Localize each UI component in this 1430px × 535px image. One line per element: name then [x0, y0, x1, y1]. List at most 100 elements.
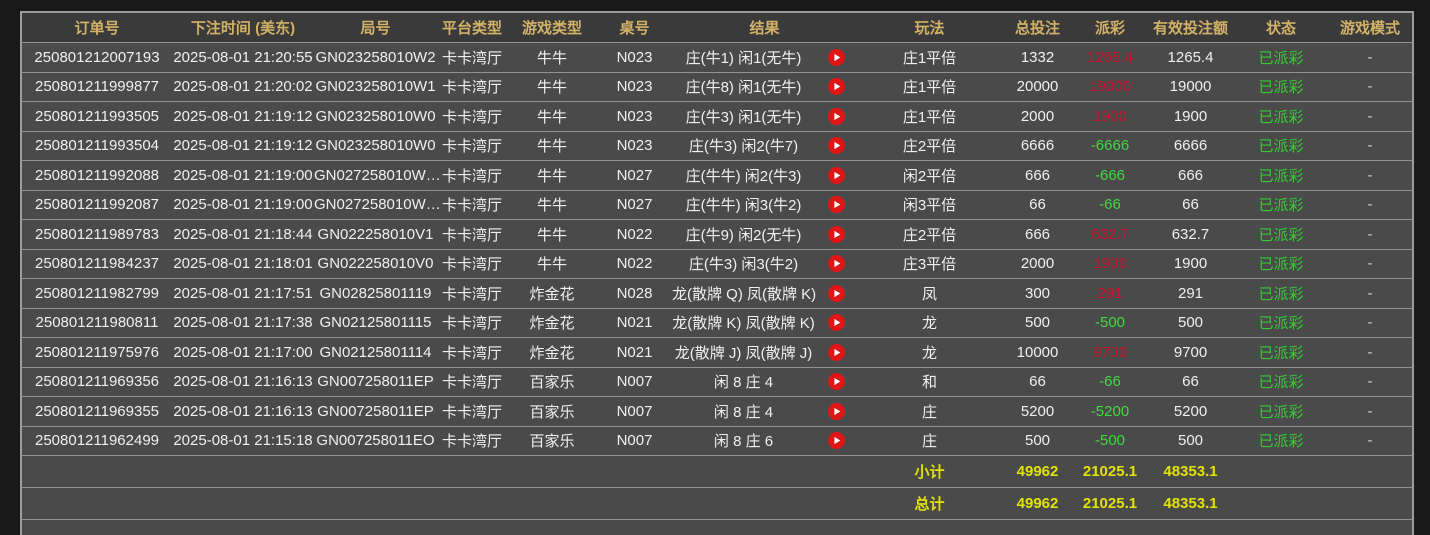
play-icon[interactable]	[827, 196, 845, 214]
cell-round-id: GN007258011EP	[317, 373, 434, 391]
cell-bet-time: 2025-08-01 21:17:38	[173, 314, 313, 332]
cell-game-type: 牛牛	[536, 256, 567, 274]
cell-game-mode: -	[1367, 432, 1373, 450]
cell-status: 已派彩	[1258, 79, 1304, 97]
cell-round-id: GN023258010W0	[315, 107, 436, 125]
col-header-order-id: 订单号	[74, 20, 120, 37]
cell-status: 已派彩	[1258, 49, 1304, 67]
cell-game-type: 牛牛	[536, 197, 567, 215]
cell-game-mode: -	[1367, 284, 1373, 302]
cell-bet-time: 2025-08-01 21:19:00	[173, 166, 313, 184]
cell-bet-time: 2025-08-01 21:15:18	[173, 432, 313, 450]
play-icon[interactable]	[827, 432, 845, 450]
cell-bet-time: 2025-08-01 21:20:02	[173, 78, 313, 96]
cell-order-id: 250801211999877	[34, 78, 160, 96]
cell-total-bet: 20000	[1016, 78, 1059, 96]
cell-result: 闲 8 庄 4	[672, 401, 857, 422]
cell-payout: -66	[1099, 196, 1121, 214]
table-row: 250801211982799 2025-08-01 21:17:51 GN02…	[22, 279, 1412, 309]
total-row: 总计 49962 21025.1 48353.1	[22, 488, 1412, 520]
cell-valid-bet: 5200	[1173, 402, 1208, 420]
cell-status: 已派彩	[1258, 315, 1304, 333]
result-text: 庄(牛1) 闲1(无牛)	[685, 49, 802, 67]
cell-play-type: 和	[921, 374, 937, 392]
play-icon[interactable]	[827, 373, 845, 391]
cell-game-mode: -	[1367, 225, 1373, 243]
col-header-payout: 派彩	[1094, 20, 1125, 37]
cell-total-bet: 666	[1024, 225, 1051, 243]
cell-payout: -500	[1094, 432, 1126, 450]
play-icon[interactable]	[827, 48, 845, 66]
cell-play-type: 庄1平倍	[902, 49, 957, 67]
cell-game-type: 百家乐	[529, 403, 575, 421]
play-icon[interactable]	[827, 255, 845, 273]
cell-payout: -66	[1099, 373, 1121, 391]
cell-order-id: 250801211984237	[34, 255, 160, 273]
col-header-game-mode: 游戏模式	[1339, 20, 1400, 37]
play-icon[interactable]	[827, 78, 845, 96]
cell-payout: 1265.4	[1087, 48, 1133, 66]
cell-platform: 卡卡湾厅	[441, 374, 502, 392]
cell-bet-time: 2025-08-01 21:17:00	[173, 343, 313, 361]
table-row: 250801211989783 2025-08-01 21:18:44 GN02…	[22, 220, 1412, 250]
cell-total-bet: 666	[1024, 166, 1051, 184]
cell-round-id: GN022258010V0	[317, 255, 434, 273]
table-row: 250801211993504 2025-08-01 21:19:12 GN02…	[22, 131, 1412, 161]
cell-play-type: 庄1平倍	[902, 108, 957, 126]
cell-payout: 1900	[1093, 107, 1127, 125]
col-header-valid-bet: 有效投注额	[1152, 20, 1228, 37]
cell-round-id: GN007258011EO	[316, 432, 435, 450]
cell-platform: 卡卡湾厅	[441, 226, 502, 244]
cell-platform: 卡卡湾厅	[441, 403, 502, 421]
cell-game-mode: -	[1367, 78, 1373, 96]
cell-table-no: N021	[616, 343, 653, 361]
cell-valid-bet: 66	[1182, 196, 1199, 214]
cell-status: 已派彩	[1258, 108, 1304, 126]
cell-game-type: 炸金花	[529, 344, 575, 362]
play-icon[interactable]	[827, 402, 845, 420]
play-icon[interactable]	[827, 225, 845, 243]
result-text: 庄(牛牛) 闲2(牛3)	[685, 167, 802, 185]
cell-result: 庄(牛牛) 闲3(牛2)	[672, 194, 857, 215]
play-icon[interactable]	[827, 137, 845, 155]
cell-game-type: 牛牛	[536, 49, 567, 67]
cell-game-type: 牛牛	[536, 138, 567, 156]
table-row: 250801211992087 2025-08-01 21:19:00 GN02…	[22, 190, 1412, 220]
subtotal-row: 小计 49962 21025.1 48353.1	[22, 456, 1412, 488]
cell-play-type: 凤	[921, 285, 937, 303]
play-icon[interactable]	[827, 107, 845, 125]
cell-payout: 19000	[1089, 78, 1131, 96]
cell-table-no: N022	[616, 225, 653, 243]
cell-play-type: 庄3平倍	[902, 256, 957, 274]
play-icon[interactable]	[828, 284, 846, 302]
result-text: 闲 8 庄 4	[713, 374, 774, 392]
col-header-play-type: 玩法	[914, 20, 945, 37]
table-header-row: 订单号 下注时间 (美东) 局号 平台类型 游戏类型 桌号 结果 玩法 总投注 …	[22, 13, 1412, 43]
cell-payout: 291	[1097, 284, 1123, 302]
cell-payout: -6666	[1090, 137, 1130, 155]
cell-table-no: N027	[616, 166, 653, 184]
cell-valid-bet: 291	[1177, 284, 1204, 302]
cell-status: 已派彩	[1258, 138, 1304, 156]
cell-order-id: 250801211993504	[34, 137, 160, 155]
cell-game-mode: -	[1367, 196, 1373, 214]
play-icon[interactable]	[827, 314, 845, 332]
cell-game-mode: -	[1367, 137, 1373, 155]
total-payout: 21025.1	[1082, 495, 1138, 512]
cell-result: 庄(牛3) 闲1(无牛)	[672, 106, 857, 127]
cell-game-type: 炸金花	[529, 285, 575, 303]
play-icon[interactable]	[827, 166, 845, 184]
cell-play-type: 龙	[921, 344, 937, 362]
cell-bet-time: 2025-08-01 21:19:00	[173, 196, 313, 214]
cell-game-mode: -	[1367, 166, 1373, 184]
table-row: 250801211969355 2025-08-01 21:16:13 GN00…	[22, 397, 1412, 427]
table-row: 250801211993505 2025-08-01 21:19:12 GN02…	[22, 102, 1412, 132]
cell-total-bet: 2000	[1020, 255, 1055, 273]
subtotal-payout: 21025.1	[1082, 463, 1138, 480]
cell-game-mode: -	[1367, 48, 1373, 66]
play-icon[interactable]	[827, 343, 845, 361]
cell-play-type: 闲3平倍	[902, 197, 957, 215]
cell-table-no: N007	[616, 432, 653, 450]
cell-platform: 卡卡湾厅	[441, 167, 502, 185]
subtotal-label: 小计	[914, 464, 945, 481]
